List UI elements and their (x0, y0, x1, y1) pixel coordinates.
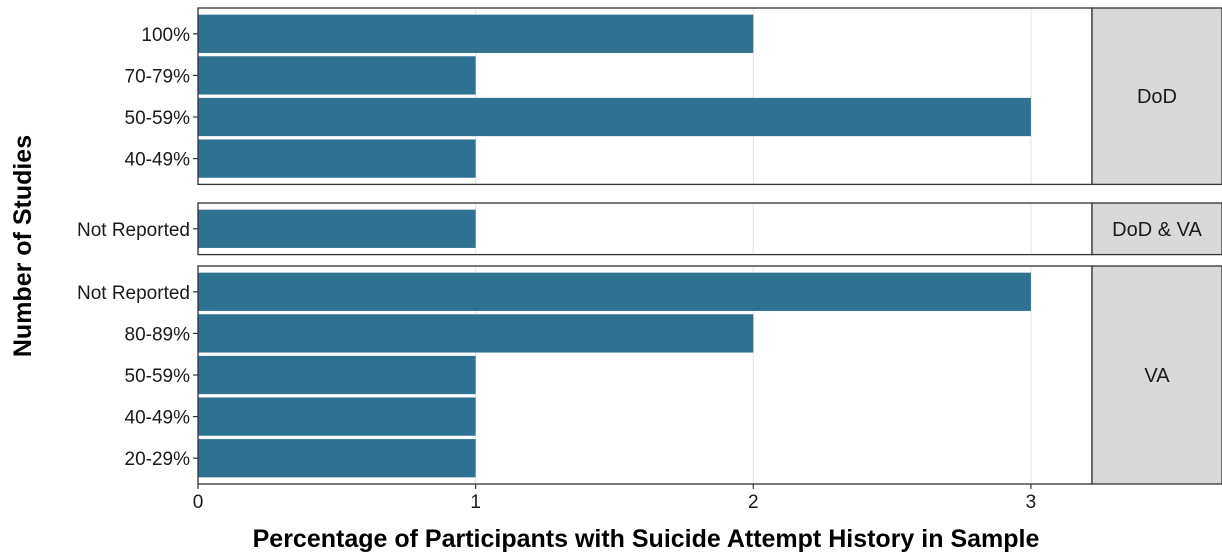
facet-strip-label: DoD & VA (1112, 219, 1202, 241)
category-label: 40-49% (125, 150, 191, 171)
facet-strip-label: VA (1144, 365, 1170, 387)
y-axis-title: Number of Studies (9, 135, 37, 357)
x-tick-label: 0 (193, 492, 204, 513)
bar (198, 397, 476, 436)
plot-area: 100% 70-79% 50-59% 40-49% DoD Not Reported DoD… (77, 7, 1222, 513)
category-label: 20-29% (125, 449, 191, 470)
x-axis-title: Percentage of Participants with Suicide … (253, 525, 1040, 553)
bar (198, 14, 754, 53)
facet-strip (1091, 265, 1222, 485)
bar (198, 97, 1031, 137)
category-label: 70-79% (125, 66, 191, 87)
category-label: 100% (141, 25, 190, 46)
bar (198, 314, 754, 353)
x-tick-label: 2 (748, 492, 759, 513)
category-label: 50-59% (125, 366, 191, 387)
facet-strip (1091, 202, 1222, 256)
category-label: Not Reported (77, 283, 190, 304)
category-label: 40-49% (125, 408, 191, 429)
category-label: 50-59% (125, 108, 191, 129)
category-label: 80-89% (125, 324, 191, 345)
bar (198, 272, 1031, 311)
category-label: Not Reported (77, 220, 190, 241)
bar (198, 139, 476, 178)
bar (198, 439, 476, 478)
bar (198, 56, 476, 95)
bar (198, 355, 476, 395)
facet-strip (1091, 7, 1222, 186)
x-tick-label: 3 (1026, 492, 1037, 513)
x-tick-label: 1 (470, 492, 481, 513)
bar (198, 209, 476, 248)
facet-strip-label: DoD (1137, 86, 1177, 108)
